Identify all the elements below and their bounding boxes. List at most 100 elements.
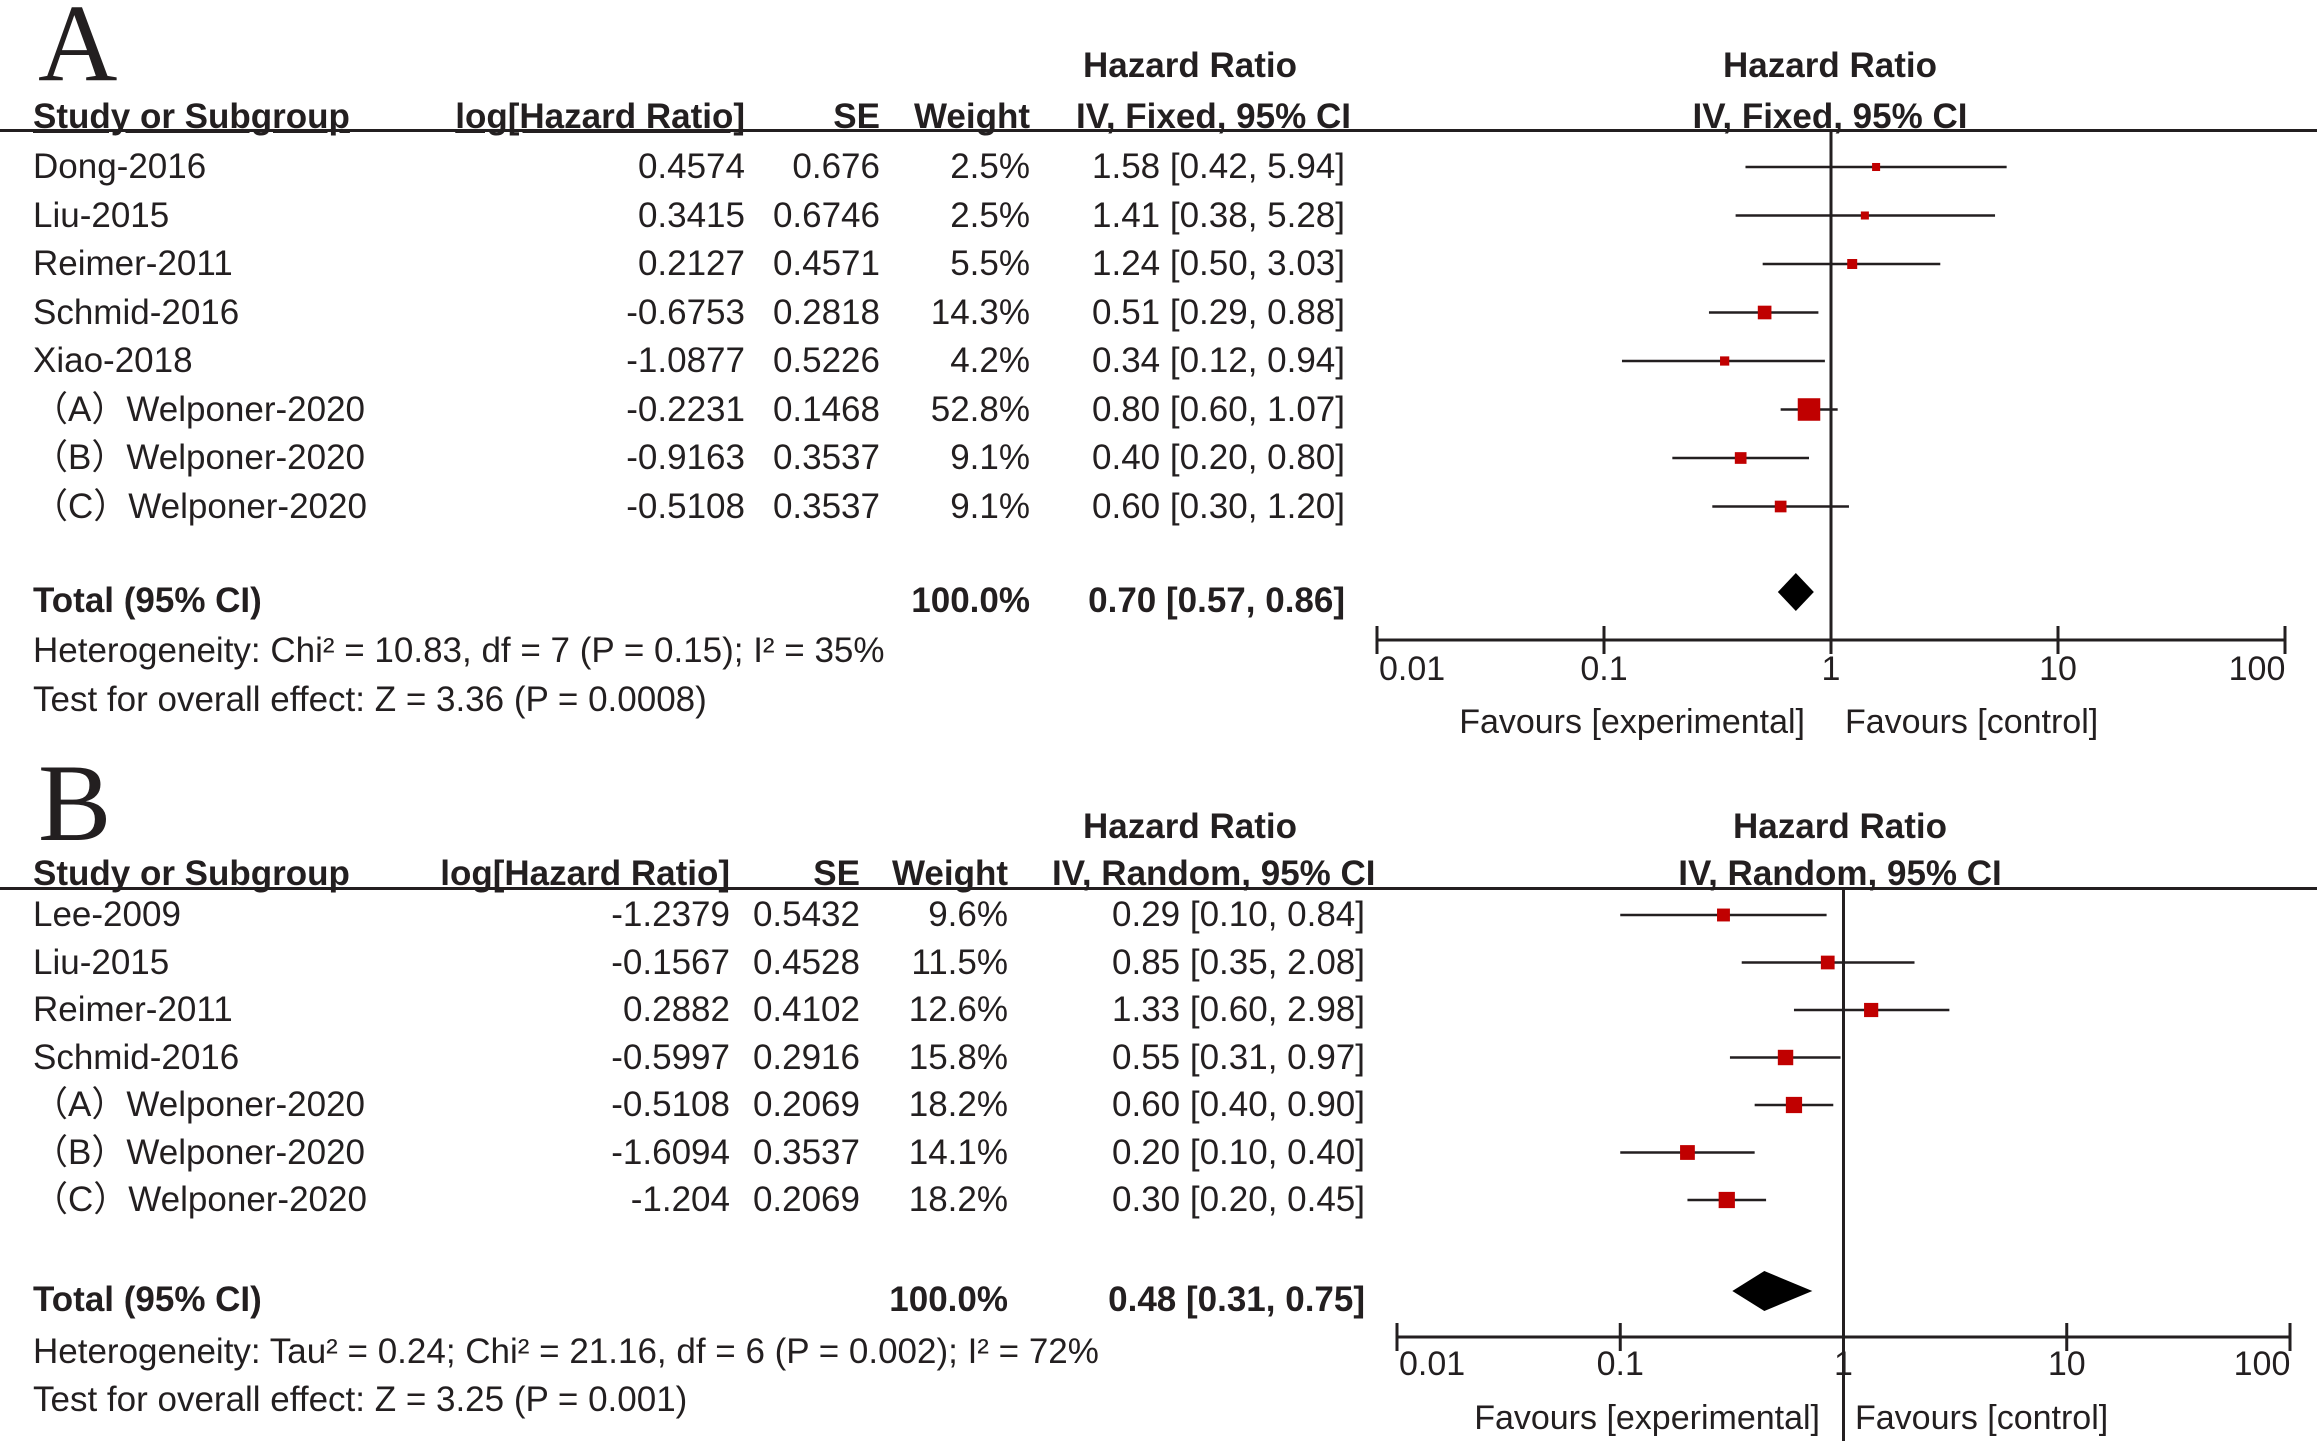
x-tick-label: 0.1: [1597, 1345, 1644, 1383]
hr-column-title: Hazard Ratio: [1083, 46, 1297, 85]
x-tick-label: 100: [2234, 1345, 2291, 1383]
study-ci: 0.80 [0.60, 1.07]: [1092, 389, 1345, 429]
total-label: Total (95% CI): [33, 581, 262, 620]
study-name: Xiao-2018: [33, 341, 193, 380]
study-se: 0.676: [792, 147, 880, 186]
study-weight: 9.1%: [950, 486, 1030, 526]
study-ci: 0.20 [0.10, 0.40]: [1112, 1132, 1365, 1172]
forest-plot-area-b: 0.01 0.1 1 10 100: [1395, 890, 2292, 1441]
study-se: 0.5226: [772, 341, 880, 380]
heterogeneity-text: Heterogeneity: Chi² = 10.83, df = 7 (P =…: [33, 631, 885, 670]
study-name: （B）Welponer-2020: [33, 1132, 366, 1172]
favours-control-label: Favours [control]: [1855, 1399, 2109, 1437]
study-loghr: -0.1567: [611, 942, 730, 982]
study-loghr: -0.5108: [626, 486, 745, 526]
study-row: Liu-2015 -0.1567 0.4528 11.5% 0.85 [0.35, 2.…: [0, 943, 2317, 991]
study-se: 0.2818: [772, 292, 880, 332]
study-loghr: 0.3415: [637, 195, 745, 235]
weight-box: [1717, 908, 1730, 922]
x-tick-label: 1: [1822, 650, 1841, 688]
study-se: 0.1468: [772, 389, 880, 429]
study-weight: 2.5%: [950, 195, 1030, 235]
study-loghr: -1.204: [630, 1180, 730, 1219]
total-weight: 100.0%: [889, 1280, 1008, 1319]
hr-method-header: IV, Random, 95% CI: [1052, 854, 1376, 893]
forest-plot-a: A Hazard Ratio Hazard Ratio Study or Sub…: [0, 0, 2317, 741]
study-ci: 0.34 [0.12, 0.94]: [1092, 341, 1345, 380]
favours-experimental-label: Favours [experimental]: [1459, 703, 1805, 741]
study-se: 0.2916: [752, 1037, 860, 1077]
weight-box: [1785, 1096, 1803, 1114]
study-ci: 0.55 [0.31, 0.97]: [1112, 1037, 1365, 1077]
study-ci: 1.33 [0.60, 2.98]: [1112, 990, 1365, 1029]
loghr-column-header: log[Hazard Ratio]: [440, 854, 730, 893]
study-se: 0.3537: [772, 438, 880, 477]
study-loghr: -0.6753: [626, 292, 745, 332]
study-ci: 0.60 [0.40, 0.90]: [1112, 1085, 1365, 1124]
study-ci: 1.58 [0.42, 5.94]: [1092, 147, 1345, 186]
study-row: Dong-2016 0.4574 0.676 2.5% 1.58 [0.42, 5.94…: [0, 147, 2317, 195]
total-ci: 0.48 [0.31, 0.75]: [1108, 1280, 1365, 1319]
heterogeneity-text: Heterogeneity: Tau² = 0.24; Chi² = 21.16…: [33, 1332, 1099, 1371]
study-weight: 4.2%: [950, 341, 1030, 380]
panel-label: B: [38, 742, 112, 864]
study-loghr: -0.2231: [626, 389, 745, 429]
study-name: Liu-2015: [33, 942, 170, 982]
x-tick-label: 100: [2229, 650, 2286, 688]
study-row: （B）Welponer-2020 -0.9163 0.3537 9.1% 0.40 [0…: [0, 438, 2317, 486]
overall-effect-text: Test for overall effect: Z = 3.36 (P = 0…: [33, 680, 707, 719]
study-se: 0.3537: [752, 1132, 860, 1172]
study-ci: 0.29 [0.10, 0.84]: [1112, 895, 1365, 934]
plot-title: Hazard Ratio: [1723, 46, 1937, 85]
x-tick-label: 0.01: [1399, 1345, 1465, 1383]
study-row: Reimer-2011 0.2127 0.4571 5.5% 1.24 [0.50, 3…: [0, 244, 2317, 292]
weight-box: [1777, 1049, 1794, 1066]
study-weight: 9.6%: [928, 895, 1008, 934]
study-loghr: 0.2127: [637, 244, 745, 283]
total-ci: 0.70 [0.57, 0.86]: [1088, 581, 1345, 620]
x-tick-label: 1: [1834, 1345, 1853, 1383]
study-se: 0.4571: [772, 244, 880, 283]
study-se: 0.4102: [752, 990, 860, 1029]
study-column-header: Study or Subgroup: [33, 854, 350, 893]
study-row: Lee-2009 -1.2379 0.5432 9.6% 0.29 [0.10, 0.8…: [0, 895, 2317, 943]
study-name: Schmid-2016: [33, 292, 240, 332]
study-name: （C）Welponer-2020: [33, 1180, 367, 1219]
study-name: （C）Welponer-2020: [33, 486, 367, 526]
weight-column-header: Weight: [891, 854, 1008, 893]
study-se: 0.2069: [752, 1085, 860, 1124]
hr-column-title: Hazard Ratio: [1083, 807, 1297, 846]
study-se: 0.5432: [752, 895, 860, 934]
study-row: （C）Welponer-2020 -1.204 0.2069 18.2% 0.30 [0…: [0, 1180, 2317, 1228]
study-loghr: -1.0877: [626, 341, 745, 380]
header-rule: [0, 129, 2317, 132]
forest-plot-area-a: 0.01 0.1 1 10 100: [1375, 132, 2287, 688]
study-row: Reimer-2011 0.2882 0.4102 12.6% 1.33 [0.60, …: [0, 990, 2317, 1038]
study-name: Dong-2016: [33, 147, 207, 186]
x-tick-label: 0.01: [1379, 650, 1445, 688]
study-row: （A）Welponer-2020 -0.2231 0.1468 52.8% 0.80 […: [0, 390, 2317, 438]
study-loghr: -1.2379: [611, 895, 730, 934]
x-tick-label: 10: [2048, 1345, 2086, 1383]
total-label: Total (95% CI): [33, 1280, 262, 1319]
study-loghr: -0.9163: [626, 438, 745, 477]
study-loghr: -1.6094: [611, 1132, 730, 1172]
plot-title: Hazard Ratio: [1733, 807, 1947, 846]
study-se: 0.2069: [752, 1180, 860, 1219]
weight-box: [1847, 259, 1858, 269]
overall-effect-text: Test for overall effect: Z = 3.25 (P = 0…: [33, 1380, 688, 1419]
study-name: （A）Welponer-2020: [33, 1085, 366, 1124]
study-ci: 0.51 [0.29, 0.88]: [1092, 292, 1345, 332]
study-row: （A）Welponer-2020 -0.5108 0.2069 18.2% 0.60 […: [0, 1085, 2317, 1133]
study-row: （C）Welponer-2020 -0.5108 0.3537 9.1% 0.60 [0…: [0, 487, 2317, 535]
study-name: Reimer-2011: [33, 990, 233, 1029]
study-weight: 2.5%: [950, 147, 1030, 186]
study-row: Liu-2015 0.3415 0.6746 2.5% 1.41 [0.38, 5.28…: [0, 196, 2317, 244]
favours-control-label: Favours [control]: [1845, 703, 2099, 741]
weight-box: [1720, 356, 1730, 366]
study-loghr: -0.5108: [611, 1085, 730, 1124]
study-weight: 12.6%: [908, 990, 1008, 1029]
weight-box: [1820, 955, 1835, 970]
study-row: （B）Welponer-2020 -1.6094 0.3537 14.1% 0.20 […: [0, 1133, 2317, 1181]
weight-box: [1860, 211, 1869, 220]
